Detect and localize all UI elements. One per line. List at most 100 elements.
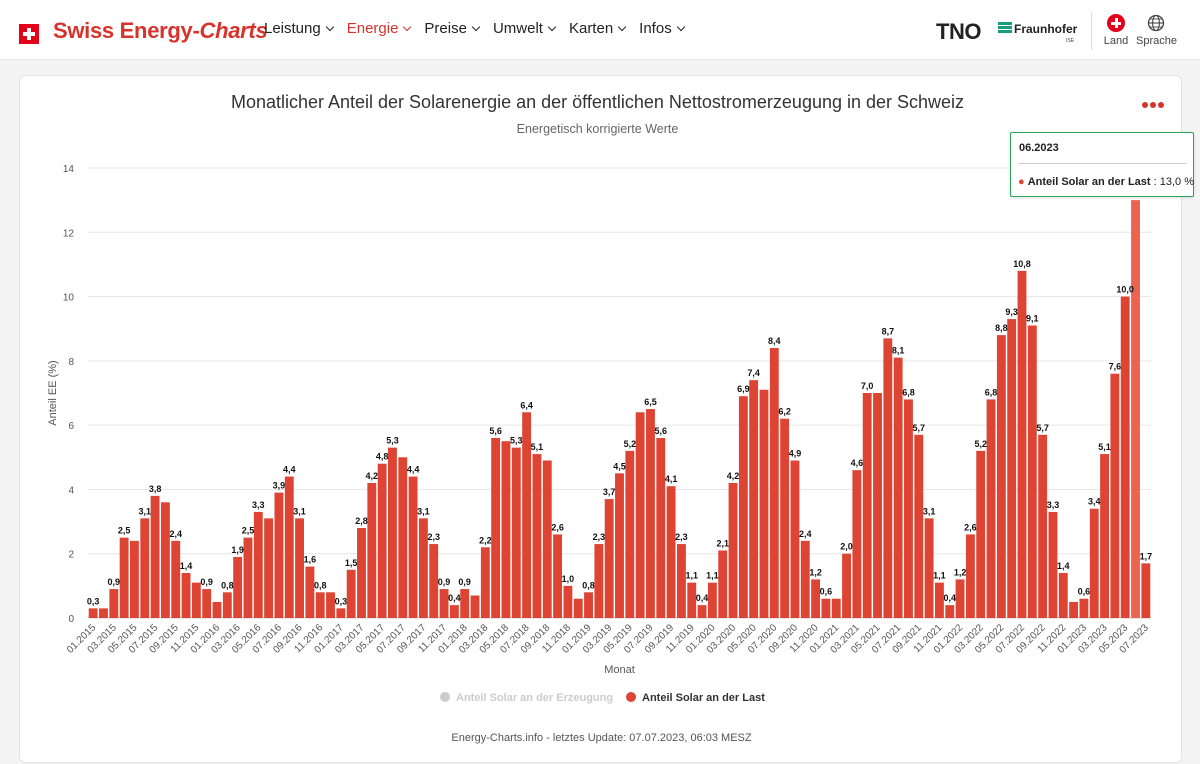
bar-04.2019[interactable] (615, 473, 624, 618)
sprache-button[interactable]: Sprache (1136, 14, 1177, 47)
bar-04.2018[interactable] (491, 438, 501, 618)
bar-01.2020[interactable] (707, 582, 717, 618)
bar-04.2017[interactable] (367, 483, 377, 618)
bar-02.2020[interactable] (718, 550, 728, 619)
land-button[interactable]: Land (1096, 14, 1136, 47)
bar-09.2019[interactable] (666, 486, 676, 618)
bar-09.2015[interactable] (171, 540, 181, 618)
bar-08.2021[interactable] (904, 399, 913, 618)
bar-04.2022[interactable] (986, 399, 996, 618)
bar-08.2022[interactable] (1027, 325, 1037, 619)
bar-05.2016[interactable] (253, 511, 263, 618)
bar-01.2019[interactable] (584, 592, 593, 618)
nav-karten[interactable]: Karten (569, 20, 627, 37)
bar-11.2015[interactable] (191, 582, 201, 618)
bar-10.2015[interactable] (181, 573, 191, 618)
bar-08.2015[interactable] (160, 502, 170, 618)
bar-05.2019[interactable] (625, 450, 635, 618)
bar-03.2018[interactable] (480, 547, 490, 618)
bar-05.2021[interactable] (873, 393, 882, 618)
bar-03.2022[interactable] (976, 450, 986, 618)
bar-06.2022[interactable] (1007, 319, 1017, 618)
bar-01.2018[interactable] (460, 589, 470, 618)
bar-02.2022[interactable] (965, 534, 975, 618)
bar-10.2016[interactable] (305, 566, 315, 618)
bar-09.2020[interactable] (790, 460, 800, 619)
bar-07.2021[interactable] (893, 357, 903, 618)
bar-07.2022[interactable] (1017, 270, 1027, 618)
bar-09.2021[interactable] (914, 434, 924, 618)
bar-12.2022[interactable] (1069, 601, 1079, 618)
bar-12.2016[interactable] (326, 592, 335, 618)
bar-04.2016[interactable] (243, 537, 253, 618)
bar-12.2018[interactable] (573, 598, 583, 618)
bar-09.2016[interactable] (295, 518, 305, 618)
nav-energie[interactable]: Energie (347, 20, 413, 37)
bar-05.2015[interactable] (130, 540, 139, 618)
bar-05.2023[interactable] (1120, 296, 1130, 618)
bar-07.2019[interactable] (646, 409, 655, 618)
chart-menu-button[interactable] (1142, 102, 1164, 108)
bar-01.2016[interactable] (212, 601, 222, 618)
bar-04.2020[interactable] (738, 396, 748, 618)
bar-09.2022[interactable] (1038, 434, 1048, 618)
bar-05.2020[interactable] (749, 380, 759, 618)
bar-08.2016[interactable] (284, 476, 294, 618)
nav-preise[interactable]: Preise (424, 20, 481, 37)
bar-05.2017[interactable] (377, 463, 387, 618)
bar-11.2019[interactable] (687, 582, 697, 618)
bar-12.2015[interactable] (202, 589, 212, 618)
bar-08.2017[interactable] (408, 476, 418, 618)
bar-04.2015[interactable] (119, 537, 129, 618)
bar-02.2021[interactable] (842, 553, 851, 618)
nav-infos[interactable]: Infos (639, 20, 686, 37)
bar-02.2016[interactable] (222, 592, 232, 618)
bar-01.2022[interactable] (955, 579, 965, 618)
bar-12.2019[interactable] (697, 605, 707, 618)
bar-10.2017[interactable] (429, 544, 439, 618)
bar-10.2022[interactable] (1048, 511, 1058, 618)
bar-03.2015[interactable] (109, 589, 119, 618)
bar-02.2023[interactable] (1089, 508, 1099, 618)
bar-10.2018[interactable] (553, 534, 563, 618)
swiss-flag-icon[interactable] (19, 24, 39, 44)
bar-11.2022[interactable] (1058, 573, 1068, 618)
bar-12.2020[interactable] (821, 598, 831, 618)
nav-leistung[interactable]: Leistung (264, 20, 335, 37)
bar-07.2015[interactable] (150, 495, 160, 618)
bar-08.2019[interactable] (656, 438, 666, 618)
legend-item-erzeugung[interactable]: Anteil Solar an der Erzeugung (440, 692, 613, 704)
bar-07.2016[interactable] (274, 492, 284, 618)
bar-08.2018[interactable] (532, 454, 542, 618)
bar-03.2020[interactable] (728, 483, 738, 618)
bar-06.2019[interactable] (635, 412, 645, 618)
site-logo[interactable]: Swiss Energy-Charts (53, 18, 268, 44)
bar-11.2017[interactable] (439, 589, 449, 618)
bar-03.2017[interactable] (357, 528, 366, 618)
bar-10.2020[interactable] (800, 540, 810, 618)
legend-item-last[interactable]: Anteil Solar an der Last (626, 692, 765, 704)
fraunhofer-logo[interactable]: Fraunhofer (1014, 22, 1078, 36)
bar-09.2017[interactable] (418, 518, 428, 618)
bar-01.2015[interactable] (88, 608, 98, 618)
bar-04.2021[interactable] (862, 393, 872, 618)
bar-06.2015[interactable] (140, 518, 150, 618)
bar-10.2019[interactable] (676, 544, 686, 618)
bar-11.2021[interactable] (934, 582, 944, 618)
bar-03.2023[interactable] (1100, 454, 1109, 618)
bar-12.2017[interactable] (449, 605, 459, 618)
bar-06.2020[interactable] (759, 389, 769, 618)
bar-01.2017[interactable] (336, 608, 346, 618)
bar-07.2020[interactable] (769, 348, 779, 618)
bar-07.2017[interactable] (398, 457, 408, 618)
bar-06.2018[interactable] (511, 447, 521, 618)
bar-09.2018[interactable] (542, 460, 552, 619)
bar-05.2018[interactable] (501, 441, 511, 618)
tno-logo[interactable]: TNO (936, 19, 981, 44)
bar-06.2017[interactable] (388, 447, 397, 618)
bar-11.2020[interactable] (811, 579, 821, 618)
bar-03.2019[interactable] (604, 499, 614, 618)
bar-06.2023[interactable] (1131, 200, 1140, 618)
bar-02.2019[interactable] (594, 544, 604, 618)
bar-01.2021[interactable] (831, 598, 841, 618)
